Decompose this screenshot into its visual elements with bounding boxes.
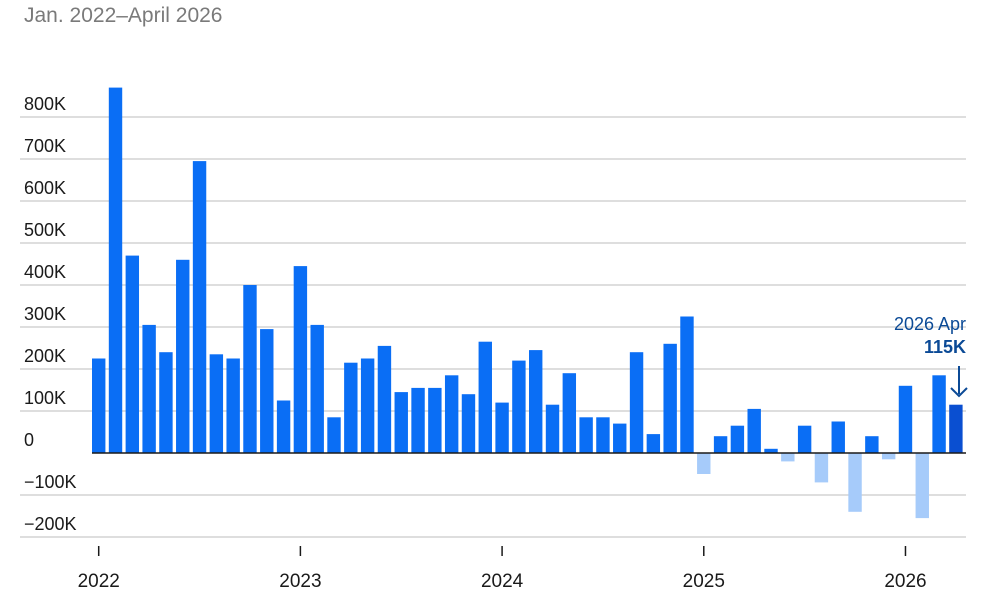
y-tick-label: 300K [24,304,66,324]
bar-2025-10 [848,453,862,512]
bar-2022-04 [142,324,156,453]
x-tick-label: 2025 [683,571,725,592]
bar-2024-11 [663,343,677,453]
bar-2023-05 [360,358,375,453]
grid-lines [20,116,966,538]
bar-2025-04 [747,408,761,453]
bar-2022-12 [276,400,291,453]
bar-2025-07 [797,425,812,453]
annotation-arrow-icon [950,366,968,398]
bar-2026-01 [898,385,913,453]
y-tick-label: 500K [24,220,66,240]
axes: 800K 700K 600K 500K 400K 300K 200K 100K 0 −100K −2… [24,94,966,592]
y-tick-label: 400K [24,262,66,282]
bar-2025-05 [764,448,778,453]
bar-2023-11 [461,394,476,453]
annotation-period-label: 2026 Apr [894,314,966,334]
x-tick-label: 2022 [78,571,120,592]
bar-2023-01 [293,266,308,453]
y-tick-label: 600K [24,178,66,198]
bar-2025-03 [730,425,745,453]
chart-subtitle: Jan. 2022–April 2026 [24,4,223,27]
x-tick-label: 2026 [884,571,926,592]
bar-2023-10 [444,375,459,453]
bar-2022-07 [192,161,207,453]
bar-2025-06 [781,453,795,462]
y-tick-label: 100K [24,388,66,408]
bar-2023-04 [344,362,358,453]
bar-2024-10 [646,434,661,453]
bar-2026-04 [949,404,963,453]
bar-2022-03 [125,255,140,453]
y-tick-label: 800K [24,94,66,114]
bar-2023-06 [377,345,392,453]
bar-2023-02 [310,324,324,453]
bar-2022-11 [260,329,274,453]
annotation: 2026 Apr 115K [894,314,968,398]
y-tick-label: 700K [24,136,66,156]
bar-2024-08 [613,423,627,453]
bar-2024-06 [579,417,593,453]
bar-2022-06 [176,259,190,453]
bar-2024-12 [680,316,694,453]
bar-2023-03 [327,417,341,453]
bar-2025-09 [831,421,845,453]
bar-2022-10 [243,285,257,453]
y-tick-label: 200K [24,346,66,366]
bar-2023-07 [394,392,408,453]
bar-2024-01 [495,402,509,453]
y-tick-label: 0 [24,430,34,450]
bar-2024-07 [596,417,610,453]
bar-2025-08 [814,453,829,483]
bar-2022-05 [159,352,173,453]
bar-2022-09 [226,358,240,453]
annotation-value-label: 115K [924,337,966,357]
bar-2022-02 [108,87,123,453]
bar-2024-04 [545,404,560,453]
bar-2024-05 [562,373,577,453]
bar-2025-01 [697,453,711,474]
bar-2024-09 [629,352,644,453]
bar-2025-11 [865,436,879,453]
x-tick-label: 2023 [279,571,321,592]
bar-2022-08 [209,354,224,453]
bar-2025-02 [713,436,728,453]
bar-2022-01 [92,358,106,453]
bar-2024-03 [529,350,543,453]
bars [92,87,963,519]
bar-2023-12 [478,341,492,453]
x-tick-label: 2024 [481,571,524,592]
bar-2025-12 [881,453,896,460]
bar-2026-03 [932,375,946,453]
y-tick-label: −100K [24,472,77,492]
bar-2026-02 [915,453,929,519]
bar-2023-08 [411,387,425,453]
bar-2023-09 [428,387,442,453]
bar-2024-02 [512,360,526,453]
y-tick-label: −200K [24,514,77,534]
